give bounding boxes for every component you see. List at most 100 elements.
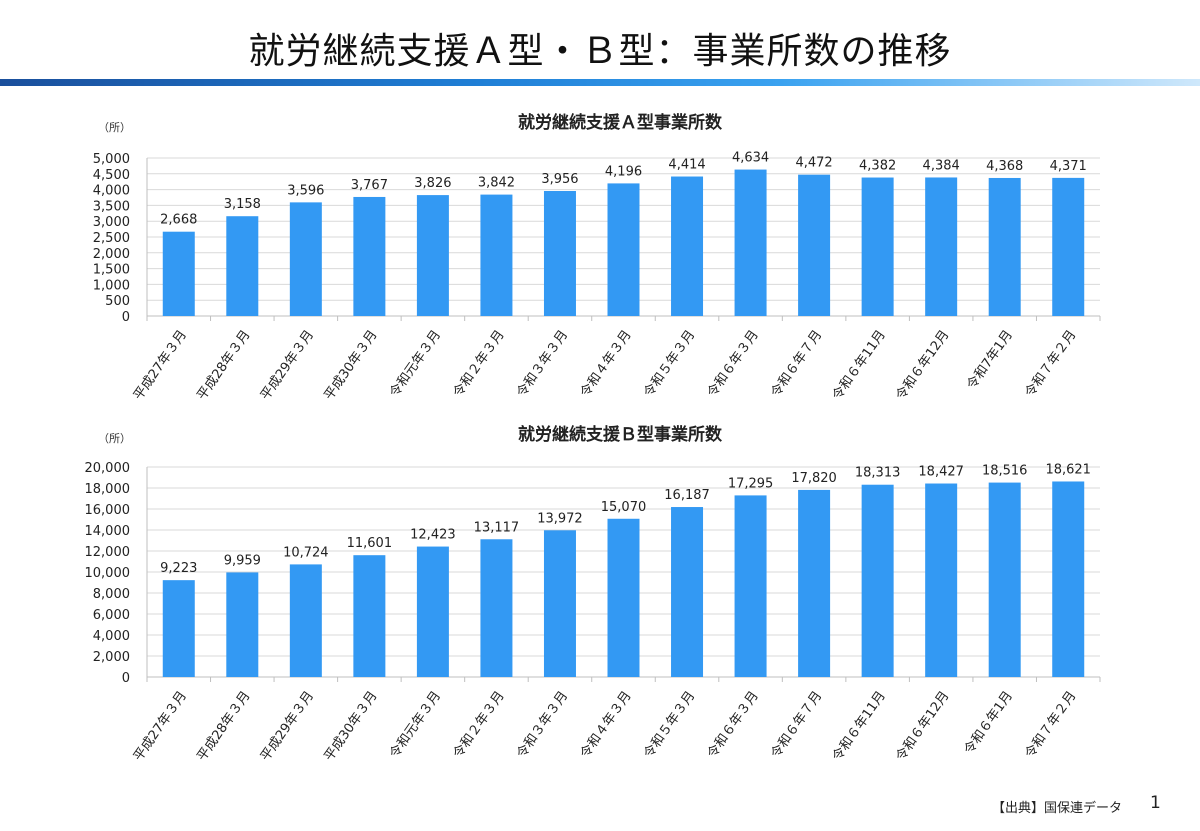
bar xyxy=(671,176,704,316)
bar xyxy=(226,216,259,316)
x-tick-label: 令和４年３月 xyxy=(578,328,635,401)
y-axis-unit: （所） xyxy=(98,121,131,134)
data-label: 4,371 xyxy=(1050,159,1087,174)
x-tick-label: 令和６年７月 xyxy=(768,689,825,762)
chart-title: 就労継続支援Ｂ型事業所数 xyxy=(518,424,723,445)
y-tick-label: 4,000 xyxy=(93,184,130,199)
x-tick-label: 令和７年２月 xyxy=(1022,328,1079,401)
data-label: 15,070 xyxy=(601,500,647,515)
x-tick-label: 令和４年３月 xyxy=(578,689,635,762)
page-number: 1 xyxy=(1150,793,1161,813)
y-tick-label: 2,000 xyxy=(93,247,130,262)
bar xyxy=(226,572,259,677)
data-label: 2,668 xyxy=(160,213,197,228)
data-label: 3,842 xyxy=(478,176,515,191)
bar xyxy=(607,183,640,316)
x-tick-label: 令和６年11月 xyxy=(830,689,889,764)
bar xyxy=(416,195,449,316)
bar xyxy=(861,484,894,677)
data-label: 4,414 xyxy=(668,158,705,173)
y-tick-label: 18,000 xyxy=(85,482,131,497)
x-tick-label: 令和６年11月 xyxy=(830,328,889,403)
data-label: 3,596 xyxy=(287,183,324,198)
bar xyxy=(734,495,767,677)
data-label: 13,117 xyxy=(474,520,520,535)
data-label: 9,959 xyxy=(224,553,261,568)
x-tick-label: 平成27年３月 xyxy=(131,328,190,403)
y-tick-label: 0 xyxy=(122,310,130,325)
data-label: 17,295 xyxy=(728,476,774,491)
data-label: 4,368 xyxy=(986,159,1023,174)
x-tick-label: 令和３年３月 xyxy=(514,328,571,401)
data-label: 18,427 xyxy=(918,465,964,480)
bar xyxy=(988,177,1021,316)
y-tick-label: 1,500 xyxy=(93,263,130,278)
x-tick-label: 令和６年1月 xyxy=(962,689,1016,758)
bar xyxy=(925,177,958,316)
data-label: 4,384 xyxy=(923,158,960,173)
bar xyxy=(1052,481,1085,677)
x-tick-label: 令和元年３月 xyxy=(387,328,444,401)
y-tick-label: 500 xyxy=(105,294,130,309)
data-label: 4,472 xyxy=(795,156,832,171)
data-label: 18,313 xyxy=(855,466,901,481)
data-label: 18,516 xyxy=(982,464,1028,479)
x-tick-label: 平成30年３月 xyxy=(322,689,381,764)
data-label: 4,382 xyxy=(859,159,896,174)
x-tick-label: 令和６年３月 xyxy=(705,328,762,401)
data-label: 16,187 xyxy=(664,488,710,503)
title-divider-band xyxy=(0,79,1200,86)
bar xyxy=(798,174,831,316)
bar xyxy=(734,169,767,316)
y-tick-label: 14,000 xyxy=(85,524,131,539)
y-tick-label: 8,000 xyxy=(93,587,130,602)
x-tick-label: 平成27年３月 xyxy=(131,689,190,764)
y-tick-label: 0 xyxy=(122,671,130,686)
x-tick-label: 平成29年３月 xyxy=(258,689,317,764)
y-tick-label: 10,000 xyxy=(85,566,131,581)
x-tick-label: 平成28年３月 xyxy=(195,328,254,403)
data-label: 13,972 xyxy=(537,511,583,526)
data-label: 3,956 xyxy=(541,172,578,187)
chart-a: 就労継続支援Ａ型事業所数（所）05001,0001,5002,0002,5003… xyxy=(93,112,1101,403)
bar xyxy=(162,231,195,316)
y-tick-label: 3,000 xyxy=(93,215,130,230)
y-axis-unit: （所） xyxy=(98,432,131,445)
chart-title: 就労継続支援Ａ型事業所数 xyxy=(518,112,723,133)
bar xyxy=(671,507,704,677)
bar xyxy=(416,546,449,677)
data-label: 4,634 xyxy=(732,151,769,166)
bar xyxy=(861,177,894,316)
x-tick-label: 令和３年３月 xyxy=(514,689,571,762)
y-tick-label: 2,500 xyxy=(93,231,130,246)
x-tick-label: 平成30年３月 xyxy=(322,328,381,403)
data-label: 4,196 xyxy=(605,164,642,179)
bar xyxy=(289,564,322,677)
y-tick-label: 4,000 xyxy=(93,629,130,644)
bar xyxy=(798,489,831,677)
y-tick-label: 16,000 xyxy=(85,503,131,518)
x-tick-label: 令和元年３月 xyxy=(387,689,444,762)
x-tick-label: 令和7年1月 xyxy=(964,328,1016,393)
x-tick-label: 令和６年12月 xyxy=(893,689,952,764)
x-tick-label: 平成29年３月 xyxy=(258,328,317,403)
bar xyxy=(925,483,958,677)
page-title: 就労継続支援Ａ型・Ｂ型：事業所数の推移 xyxy=(248,31,952,72)
bar xyxy=(607,518,640,677)
bar xyxy=(353,555,386,677)
data-label: 18,621 xyxy=(1045,462,1091,477)
y-tick-label: 4,500 xyxy=(93,168,130,183)
bar xyxy=(543,530,576,677)
data-label: 3,158 xyxy=(224,197,261,212)
y-tick-label: 20,000 xyxy=(85,461,131,476)
bar xyxy=(1052,177,1085,316)
y-tick-label: 5,000 xyxy=(93,152,130,167)
data-label: 3,767 xyxy=(351,178,388,193)
y-tick-label: 12,000 xyxy=(85,545,131,560)
chart-b: 就労継続支援Ｂ型事業所数 （所） 0 2,000 4,000 6,000 8,000 10,0… xyxy=(85,424,1101,764)
x-tick-label: 令和７年２月 xyxy=(1022,689,1079,762)
x-tick-label: 令和２年３月 xyxy=(451,328,508,401)
bar xyxy=(480,539,513,677)
bar xyxy=(289,202,322,316)
